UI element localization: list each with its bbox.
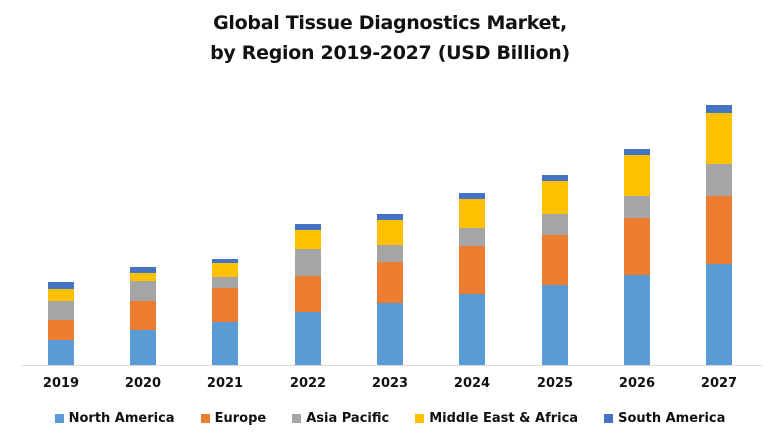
legend-label: Middle East & Africa [429,411,579,426]
bar-2022 [295,224,321,365]
bar-2021 [212,258,238,365]
bar-segment-europe [459,246,485,294]
x-tick-label: 2026 [618,376,656,391]
bar-segment-north-america [48,339,74,365]
bar-segment-asia-pacific [706,163,732,196]
legend-item-north-america: North America [54,411,175,426]
bar-segment-asia-pacific [377,244,403,262]
bar-segment-north-america [212,321,238,365]
legend-swatch-icon [200,414,210,423]
bar-segment-asia-pacific [130,281,156,301]
legend-label: North America [68,411,175,426]
bar-segment-south-america [624,149,650,156]
bar-segment-middle-east-africa [212,263,238,278]
legend-swatch-icon [292,414,302,423]
legend-swatch-icon [604,414,614,423]
bar-segment-middle-east-africa [542,180,568,215]
bar-segment-north-america [130,330,156,365]
x-tick-label: 2023 [371,376,409,391]
bar-segment-south-america [130,267,156,273]
bar-segment-asia-pacific [212,277,238,289]
chart-title-line-1: Global Tissue Diagnostics Market, [213,12,567,34]
legend-item-asia-pacific: Asia Pacific [292,411,389,426]
bar-segment-europe [130,300,156,330]
bar-segment-south-america [542,175,568,181]
bar-segment-north-america [624,275,650,365]
bar-segment-north-america [542,285,568,365]
legend-item-middle-east-africa: Middle East & Africa [415,411,578,426]
bar-segment-middle-east-africa [459,198,485,228]
bar-segment-middle-east-africa [377,219,403,245]
x-tick-label: 2025 [536,376,574,391]
bar-segment-europe [542,235,568,286]
bar-segment-asia-pacific [295,249,321,276]
bar-2019 [48,282,74,365]
legend-label: Europe [214,411,267,426]
bar-segment-north-america [459,293,485,365]
bar-segment-north-america [377,303,403,365]
x-tick-label: 2020 [124,376,162,391]
bar-segment-south-america [212,258,238,264]
chart-title: Global Tissue Diagnostics Market, by Reg… [0,8,780,68]
bar-2026 [624,149,650,365]
legend-swatch-icon [415,414,425,423]
bar-2020 [130,267,156,365]
bar-segment-europe [377,261,403,304]
bar-2023 [377,213,403,365]
bar-segment-north-america [706,264,732,365]
legend-label: Asia Pacific [306,411,390,426]
bar-segment-europe [295,275,321,312]
x-tick-label: 2019 [42,376,80,391]
bar-segment-europe [706,195,732,265]
legend-label: South America [618,411,726,426]
bar-segment-south-america [48,282,74,290]
x-tick-label: 2021 [206,376,244,391]
bar-segment-north-america [295,311,321,365]
x-tick-label: 2024 [453,376,491,391]
bar-segment-south-america [706,105,732,114]
bar-segment-middle-east-africa [48,289,74,301]
bar-segment-asia-pacific [542,214,568,236]
bar-segment-asia-pacific [624,195,650,219]
bar-2025 [542,175,568,365]
x-tick-label: 2027 [700,376,738,391]
bar-segment-middle-east-africa [706,113,732,164]
bar-segment-middle-east-africa [295,229,321,250]
chart-title-line-2: by Region 2019-2027 (USD Billion) [210,42,570,64]
bar-segment-middle-east-africa [624,155,650,196]
bar-segment-asia-pacific [459,227,485,247]
legend-item-south-america: South America [604,411,725,426]
bar-segment-europe [624,218,650,276]
chart-legend: North America Europe Asia Pacific Middle Ea… [0,411,780,426]
bar-2027 [706,105,732,365]
bar-segment-south-america [459,193,485,199]
x-axis-line [22,365,762,366]
bar-segment-europe [212,288,238,322]
x-tick-label: 2022 [289,376,327,391]
bar-segment-middle-east-africa [130,272,156,282]
legend-swatch-icon [54,414,64,423]
bar-segment-europe [48,320,74,340]
bar-segment-asia-pacific [48,300,74,321]
bar-2024 [459,193,485,365]
bar-segment-south-america [377,213,403,220]
legend-item-europe: Europe [200,411,267,426]
bar-segment-south-america [295,224,321,230]
